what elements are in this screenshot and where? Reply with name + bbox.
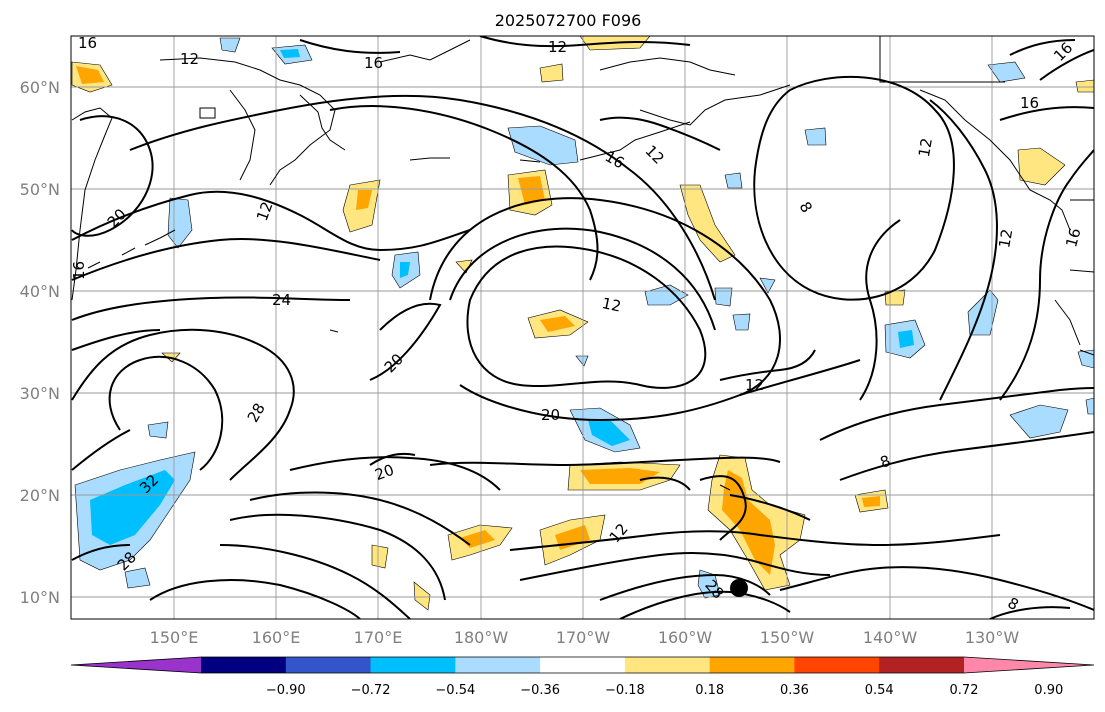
colorbar-extension-high	[964, 657, 1094, 673]
storm-center-marker	[730, 579, 748, 597]
positive-patch	[371, 544, 389, 569]
negative-patch	[732, 313, 751, 331]
colorbar-tick-label: −0.72	[351, 683, 391, 698]
coastlines	[71, 36, 1094, 491]
contour-label: 12	[180, 50, 199, 68]
positive-patch	[76, 66, 104, 84]
negative-patch	[90, 470, 175, 545]
map-title: 2025072700 F096	[495, 11, 642, 30]
contour-label: 12	[253, 199, 276, 223]
negative-patch	[147, 421, 169, 439]
contour-label: 24	[92, 108, 111, 126]
lat-tick-label: 10°N	[20, 588, 60, 607]
positive-patch	[679, 184, 736, 263]
colorbar-segment	[624, 657, 711, 673]
positive-patch	[413, 581, 431, 611]
negative-patch	[588, 420, 630, 446]
colorbar-segment	[794, 657, 880, 673]
contour-label: 20	[372, 461, 396, 484]
colorbar-tick-label: 0.90	[1034, 683, 1063, 698]
lat-tick-label: 50°N	[20, 180, 60, 199]
negative-patch	[400, 262, 410, 278]
gridlines	[71, 36, 1094, 619]
colorbar-tick-label: 0.18	[695, 683, 724, 698]
colorbar-extension-low	[71, 657, 201, 673]
negative-patch	[219, 37, 241, 53]
positive-patch	[862, 496, 880, 507]
colorbar-tick-label: 0.54	[865, 683, 894, 698]
contour-label: 16	[70, 261, 88, 280]
negative-patch	[724, 172, 743, 189]
colorbar-tick-label: −0.36	[520, 683, 560, 698]
colorbar-tick-label: −0.18	[605, 683, 645, 698]
negative-patch	[714, 287, 733, 307]
lat-tick-label: 30°N	[20, 384, 60, 403]
colorbar-segment	[370, 657, 456, 673]
contour-label: 12	[548, 38, 567, 56]
lon-tick-label: 160°W	[658, 628, 713, 647]
colorbar: −0.90 −0.72 −0.54 −0.36 −0.18 0.18 0.36 0.54 0.7…	[70, 656, 1095, 698]
lon-tick-label: 150°W	[760, 628, 815, 647]
contour-label: 12	[600, 294, 622, 316]
contour-label: 12	[915, 137, 936, 159]
lon-tick-label: 180°W	[454, 628, 509, 647]
contour-label: 24	[272, 291, 291, 309]
contour-label: 16	[364, 54, 383, 72]
lat-tick-label: 40°N	[20, 282, 60, 301]
contour-label: 12	[745, 376, 764, 394]
contour-label: 16	[78, 34, 97, 52]
contour-label: 16	[1062, 226, 1084, 249]
positive-patch	[540, 316, 575, 332]
colorbar-segment	[285, 657, 372, 673]
negative-patch	[575, 355, 589, 367]
map-panel: 16 12 16 12 16 16 16 12 12 8 16 12 16 20…	[20, 34, 1095, 647]
contour-label: 20	[541, 406, 560, 424]
positive-patch	[539, 63, 564, 83]
lon-tick-label: 150°E	[150, 628, 199, 647]
longitude-labels: 150°E 160°E 170°E 180°W 170°W 160°W 150°…	[150, 628, 1020, 647]
lon-tick-label: 170°W	[556, 628, 611, 647]
colorbar-tick-label: −0.54	[435, 683, 475, 698]
negative-patch	[987, 61, 1026, 83]
colorbar-segment	[540, 657, 626, 673]
lon-tick-label: 170°E	[354, 628, 403, 647]
lat-tick-label: 20°N	[20, 486, 60, 505]
colorbar-tick-label: 0.72	[950, 683, 979, 698]
latitude-labels: 60°N 50°N 40°N 30°N 20°N 10°N	[20, 78, 60, 607]
contour-label: 12	[995, 228, 1016, 250]
positive-patch	[518, 176, 545, 205]
negative-patch	[804, 127, 827, 146]
colorbar-segment	[879, 657, 965, 673]
negative-patch	[280, 49, 300, 58]
negative-patch	[1009, 404, 1069, 439]
lon-tick-label: 140°W	[863, 628, 918, 647]
contour-label: 16	[1020, 94, 1039, 112]
negative-patch	[898, 330, 914, 348]
negative-patch	[1077, 349, 1094, 369]
positive-patch	[1075, 79, 1094, 93]
negative-patch	[1085, 397, 1094, 415]
lat-tick-label: 60°N	[20, 78, 60, 97]
lon-tick-label: 130°W	[965, 628, 1020, 647]
colorbar-tick-label: −0.90	[266, 683, 306, 698]
colorbar-outline	[70, 656, 1095, 674]
negative-patch	[759, 277, 776, 294]
colorbar-tick-label: 0.36	[780, 683, 809, 698]
colorbar-segment	[455, 657, 541, 673]
colorbar-segment	[709, 657, 795, 673]
negative-patch	[507, 125, 579, 166]
negative-patch	[124, 567, 151, 589]
lon-tick-label: 160°E	[252, 628, 301, 647]
contour-lines	[71, 36, 1094, 619]
positive-patch	[356, 190, 372, 210]
colorbar-segment	[201, 657, 287, 673]
